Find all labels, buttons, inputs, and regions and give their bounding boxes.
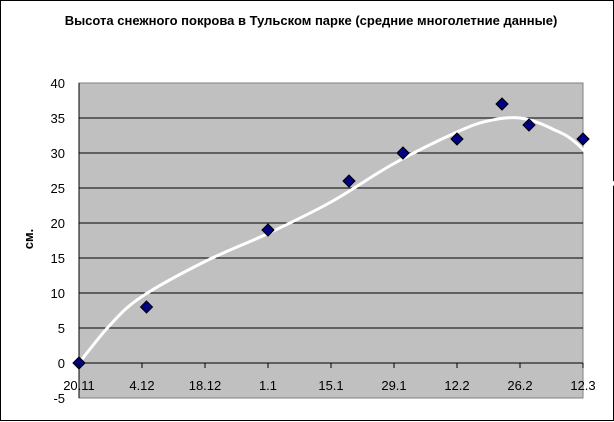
x-tick-label: 18.12 <box>189 378 222 393</box>
data-point <box>396 146 410 160</box>
y-tick-label: 15 <box>51 251 65 266</box>
y-tick-label: 30 <box>51 146 65 161</box>
y-tick-label: 10 <box>51 286 65 301</box>
plot-background <box>78 82 584 399</box>
x-tick-label: 29.1 <box>381 378 406 393</box>
x-tick-label: 12.2 <box>444 378 469 393</box>
y-tick-label: 20 <box>51 216 65 231</box>
trendline <box>77 116 614 364</box>
data-point <box>342 174 356 188</box>
y-tick-label: 5 <box>58 321 65 336</box>
y-tick-label: 25 <box>51 181 65 196</box>
data-point <box>261 223 275 237</box>
data-point <box>450 132 464 146</box>
chart-title: Высота снежного покрова в Тульском парке… <box>64 13 558 28</box>
x-tick-label: 15.1 <box>318 378 343 393</box>
y-tick-label: 40 <box>51 76 65 91</box>
x-tick-label: 20.11 <box>63 378 95 393</box>
data-point <box>139 300 154 314</box>
y-tick-label: -5 <box>53 391 65 406</box>
data-point <box>522 118 536 132</box>
y-axis-label: см. <box>21 229 36 249</box>
y-tick-label: 0 <box>58 356 65 371</box>
data-point <box>576 132 590 146</box>
x-tick-label: 1.1 <box>259 378 277 393</box>
x-tick-label: 4.12 <box>129 378 154 393</box>
data-point <box>495 97 509 111</box>
y-tick-label: 35 <box>51 111 65 126</box>
x-tick-label: 26.2 <box>507 378 532 393</box>
x-tick-label: 12.3 <box>570 378 595 393</box>
